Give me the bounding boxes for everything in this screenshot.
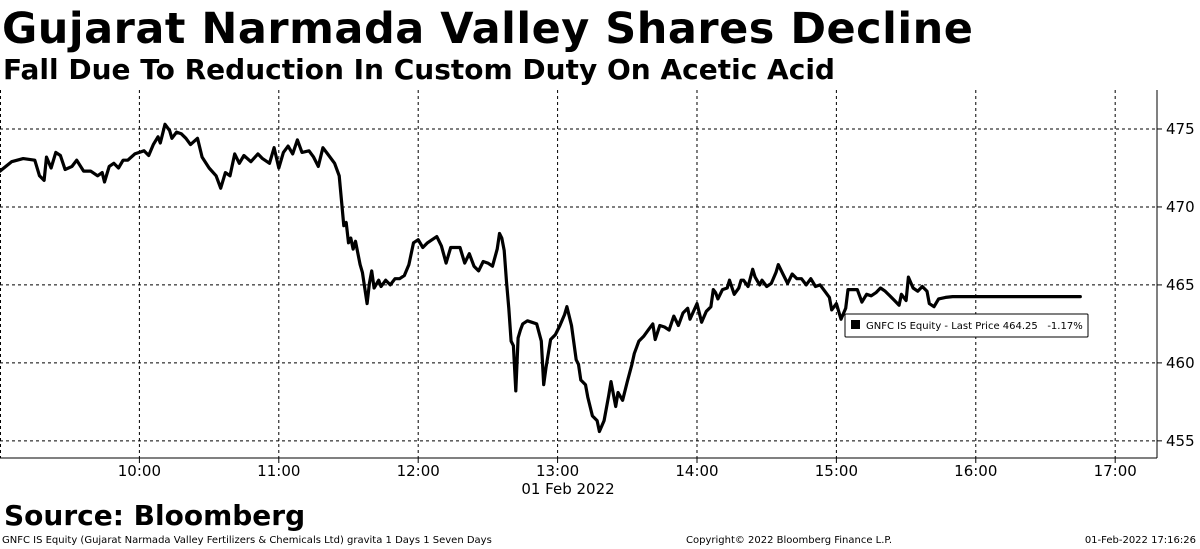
y-tick-label: 470 (1166, 198, 1195, 216)
legend-box (844, 313, 1089, 338)
legend-label: GNFC IS Equity - Last Price 464.25 -1.17… (866, 321, 1083, 332)
legend-swatch (851, 320, 860, 329)
x-tick-label: 13:00 (536, 462, 579, 480)
chart-subtitle: Fall Due To Reduction In Custom Duty On … (3, 53, 835, 86)
x-tick-label: 12:00 (397, 462, 440, 480)
footer-description: GNFC IS Equity (Gujarat Narmada Valley F… (2, 535, 492, 546)
footer-timestamp: 01-Feb-2022 17:16:26 (1084, 535, 1196, 546)
x-tick-label: 17:00 (1094, 462, 1137, 480)
y-tick-label: 475 (1166, 120, 1195, 138)
x-axis: 10:00 11:00 12:00 13:00 14:00 15:00 16:00 17:00 (118, 458, 1137, 480)
y-tick-label: 460 (1166, 354, 1195, 372)
x-axis-date-label: 01 Feb 2022 (521, 480, 614, 498)
source-note: Source: Bloomberg (4, 499, 306, 532)
x-tick-label: 16:00 (954, 462, 997, 480)
x-tick-label: 14:00 (675, 462, 718, 480)
footer-copyright: Copyright© 2022 Bloomberg Finance L.P. (686, 535, 893, 546)
chart-title: Gujarat Narmada Valley Shares Decline (2, 4, 974, 54)
series-line-gnfc-last-price (0, 122, 1082, 434)
x-tick-label: 15:00 (815, 462, 858, 480)
chart-frame (0, 90, 1158, 459)
y-tick-label: 455 (1166, 432, 1195, 450)
x-tick-label: 10:00 (118, 462, 161, 480)
y-axis: 455 460 465 470 475 (1157, 120, 1195, 450)
y-tick-label: 465 (1166, 276, 1195, 294)
series-legend: GNFC IS Equity - Last Price 464.25 -1.17… (844, 313, 1089, 338)
x-tick-label: 11:00 (257, 462, 300, 480)
chart-gridlines (0, 90, 1157, 458)
